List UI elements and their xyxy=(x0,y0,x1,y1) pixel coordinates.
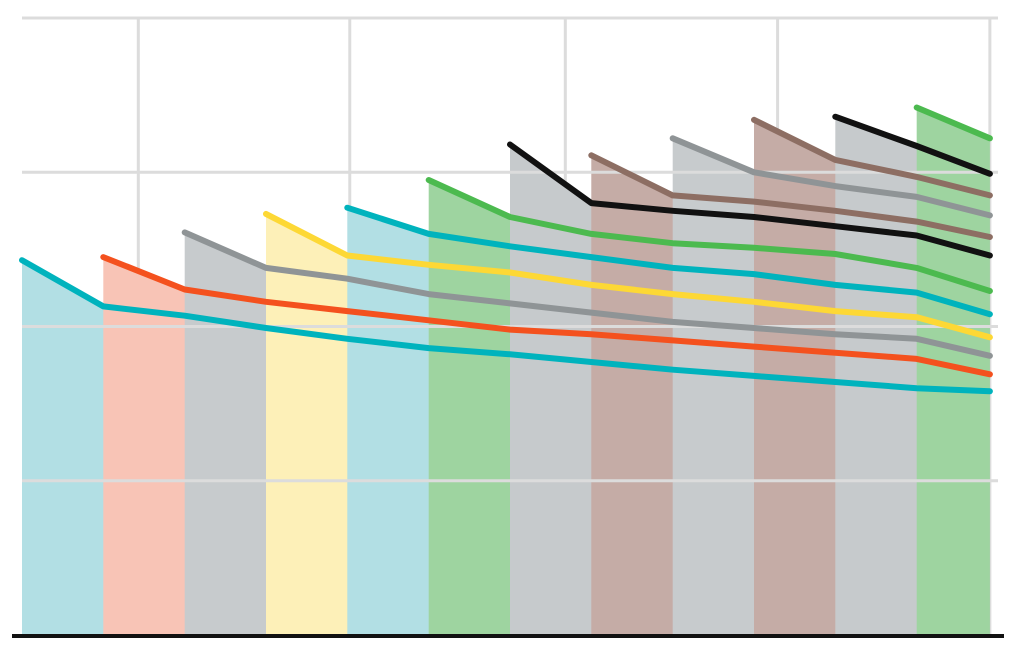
series-line-7 xyxy=(507,141,993,259)
series-line-3 xyxy=(181,229,993,359)
series-line-9 xyxy=(669,135,993,219)
series-line-6 xyxy=(425,177,993,294)
series-line-1 xyxy=(19,257,993,395)
series-line-2 xyxy=(100,254,993,378)
series-line-10 xyxy=(751,116,993,199)
series-line-8 xyxy=(588,152,993,240)
series-line-12 xyxy=(913,104,993,142)
area-fills xyxy=(22,107,990,636)
horizontal-gridlines xyxy=(22,16,998,483)
series-line-4 xyxy=(263,210,993,341)
series-line-11 xyxy=(832,113,993,177)
series-lines xyxy=(19,104,993,395)
series-line-5 xyxy=(344,204,993,318)
